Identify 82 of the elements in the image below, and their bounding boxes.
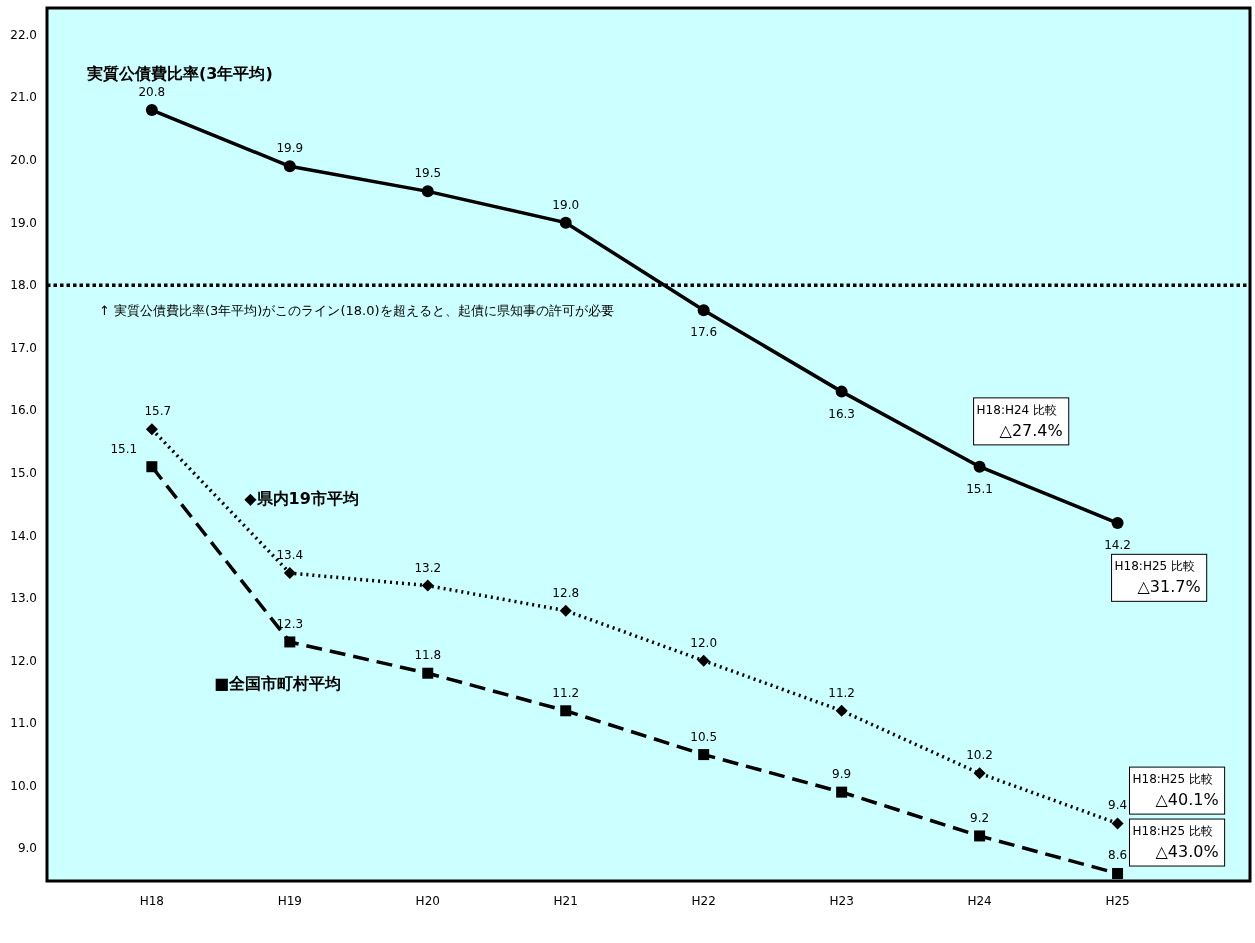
data-label: 9.4 bbox=[1108, 798, 1128, 813]
series-label: ◆県内19市平均 bbox=[244, 489, 359, 509]
x-tick-label: H24 bbox=[967, 894, 992, 908]
data-label: 10.5 bbox=[690, 729, 718, 744]
data-label: 12.8 bbox=[552, 585, 580, 600]
series-label: ■全国市町村平均 bbox=[213, 673, 342, 693]
y-tick-label: 15.0 bbox=[10, 465, 37, 480]
point bbox=[145, 104, 158, 117]
y-tick-label: 11.0 bbox=[10, 716, 37, 731]
annotation: H18:H25 比較 △43.0% bbox=[1129, 818, 1226, 867]
point bbox=[1111, 817, 1124, 830]
y-tick-label: 10.0 bbox=[10, 778, 37, 793]
y-tick-label: 22.0 bbox=[10, 27, 37, 42]
annotation: H18:H25 比較 △40.1% bbox=[1132, 772, 1219, 810]
x-tick-label: H22 bbox=[691, 894, 716, 908]
data-label: 11.8 bbox=[414, 648, 442, 663]
text: 実質公債費比率(3年平均) bbox=[86, 63, 273, 83]
y-tick-label: 12.0 bbox=[10, 653, 37, 668]
point bbox=[560, 705, 572, 717]
point bbox=[283, 160, 296, 173]
point bbox=[697, 304, 710, 317]
data-label: 11.2 bbox=[552, 685, 580, 700]
point bbox=[422, 667, 434, 679]
point bbox=[559, 604, 572, 617]
point bbox=[698, 749, 710, 761]
data-label: 16.3 bbox=[828, 406, 855, 421]
data-label: 19.5 bbox=[414, 166, 442, 181]
data-label: 17.6 bbox=[690, 325, 718, 340]
point bbox=[145, 423, 158, 436]
point bbox=[421, 579, 434, 592]
ref-line-label: ↑ 実質公債費比率(3年平均)がこのライン(18.0)を超えると、起債に県知事の許可が必要 bbox=[99, 303, 614, 319]
x-tick-label: H25 bbox=[1105, 894, 1130, 908]
y-tick-label: 21.0 bbox=[10, 90, 37, 105]
annotation: H18:H25 比較 △31.7% bbox=[1111, 553, 1208, 602]
point bbox=[974, 830, 986, 842]
data-label: 10.2 bbox=[966, 748, 993, 763]
annotation: H18:H24 比較 △27.4% bbox=[976, 402, 1063, 440]
data-label: 9.2 bbox=[970, 810, 990, 825]
data-label: 15.7 bbox=[144, 404, 172, 419]
annotation: H18:H24 比較 △27.4% bbox=[973, 397, 1070, 446]
annotation: H18:H25 比較 △31.7% bbox=[1114, 559, 1201, 597]
point bbox=[559, 216, 572, 229]
y-tick-label: 19.0 bbox=[10, 215, 37, 230]
data-label: 8.6 bbox=[1108, 848, 1128, 863]
data-label: 12.3 bbox=[276, 616, 304, 631]
data-label: 14.2 bbox=[1104, 538, 1131, 553]
point bbox=[836, 786, 848, 798]
point bbox=[697, 654, 710, 667]
y-tick-label: 13.0 bbox=[10, 591, 37, 606]
y-tick-label: 18.0 bbox=[10, 278, 37, 293]
point bbox=[973, 460, 986, 473]
point bbox=[973, 767, 986, 780]
x-tick-label: H20 bbox=[415, 894, 440, 908]
point bbox=[1112, 867, 1124, 879]
point bbox=[835, 385, 848, 398]
data-label: 11.2 bbox=[828, 685, 855, 700]
data-label: 13.4 bbox=[276, 548, 304, 563]
point bbox=[284, 636, 296, 648]
x-tick-label: H21 bbox=[553, 894, 578, 908]
point bbox=[421, 185, 434, 198]
point bbox=[283, 567, 296, 580]
data-label: 15.1 bbox=[110, 441, 138, 456]
point bbox=[835, 704, 848, 717]
annotation: H18:H25 比較 △40.1% bbox=[1129, 766, 1226, 815]
data-label: 15.1 bbox=[966, 481, 993, 496]
y-tick-label: 14.0 bbox=[10, 528, 37, 543]
point bbox=[146, 461, 158, 473]
x-tick-label: H18 bbox=[139, 894, 164, 908]
data-label: 13.2 bbox=[414, 560, 442, 575]
point bbox=[1111, 517, 1124, 530]
y-tick-label: 16.0 bbox=[10, 403, 37, 418]
data-label: 19.0 bbox=[552, 197, 580, 212]
data-label: 20.8 bbox=[138, 85, 166, 100]
data-label: 9.9 bbox=[832, 767, 852, 782]
data-label: 19.9 bbox=[276, 141, 304, 156]
data-label: 12.0 bbox=[690, 635, 718, 650]
x-tick-label: H23 bbox=[829, 894, 854, 908]
x-tick-label: H19 bbox=[277, 894, 302, 908]
y-tick-label: 20.0 bbox=[10, 153, 37, 168]
y-tick-label: 17.0 bbox=[10, 340, 37, 355]
annotation: H18:H25 比較 △43.0% bbox=[1132, 824, 1219, 862]
y-tick-label: 9.0 bbox=[17, 841, 37, 856]
